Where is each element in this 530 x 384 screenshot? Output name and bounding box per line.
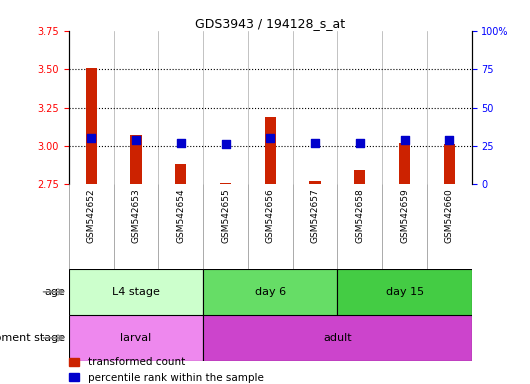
Bar (399, 143, 410, 184)
Legend: transformed count, percentile rank within the sample: transformed count, percentile rank withi… (69, 358, 263, 382)
Bar (86, 68, 97, 184)
Bar (338, 269, 472, 315)
Bar (203, 269, 338, 315)
Text: GSM542658: GSM542658 (355, 189, 364, 243)
Title: GDS3943 / 194128_s_at: GDS3943 / 194128_s_at (195, 17, 346, 30)
Text: day 15: day 15 (385, 287, 423, 297)
Point (445, 137, 454, 143)
Text: development stage: development stage (0, 333, 65, 343)
Text: age: age (44, 287, 65, 297)
Text: GSM542659: GSM542659 (400, 189, 409, 243)
Text: GSM542660: GSM542660 (445, 189, 454, 243)
Bar (175, 164, 187, 184)
Point (222, 141, 230, 147)
Bar (444, 144, 455, 184)
Point (400, 137, 409, 143)
Bar (220, 183, 231, 184)
Bar (354, 170, 365, 184)
Text: GSM542652: GSM542652 (87, 189, 96, 243)
Point (176, 140, 185, 146)
Point (266, 135, 275, 141)
Text: GSM542653: GSM542653 (131, 189, 140, 243)
Point (87, 135, 95, 141)
Text: GSM542657: GSM542657 (311, 189, 320, 243)
Text: adult: adult (323, 333, 352, 343)
Bar (264, 117, 276, 184)
Text: GSM542656: GSM542656 (266, 189, 275, 243)
Bar (203, 315, 472, 361)
Point (311, 140, 319, 146)
Text: L4 stage: L4 stage (112, 287, 160, 297)
Text: GSM542654: GSM542654 (176, 189, 186, 243)
Bar (69, 315, 203, 361)
Bar (130, 135, 142, 184)
Text: day 6: day 6 (255, 287, 286, 297)
Point (132, 137, 140, 143)
Bar (69, 269, 203, 315)
Text: GSM542655: GSM542655 (221, 189, 230, 243)
Bar (310, 181, 321, 184)
Text: larval: larval (120, 333, 152, 343)
Point (356, 140, 364, 146)
